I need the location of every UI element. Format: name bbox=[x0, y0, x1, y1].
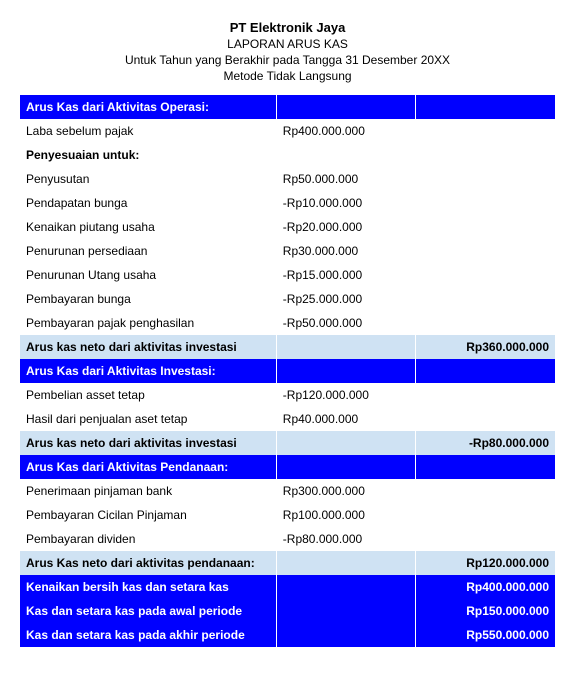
row-label: Arus Kas dari Aktivitas Operasi: bbox=[20, 95, 277, 119]
row-label: Arus Kas dari Aktivitas Pendanaan: bbox=[20, 455, 277, 479]
row-value-1 bbox=[277, 455, 416, 479]
row-value-2 bbox=[416, 503, 555, 527]
row-value-2 bbox=[416, 95, 555, 119]
row-label: Penyusutan bbox=[20, 167, 277, 191]
row-label: Pembayaran Cicilan Pinjaman bbox=[20, 503, 277, 527]
row-value-2: Rp400.000.000 bbox=[416, 575, 555, 599]
row-value-1: Rp400.000.000 bbox=[277, 119, 416, 143]
row-label: Pembayaran pajak penghasilan bbox=[20, 311, 277, 335]
row-value-1: -Rp120.000.000 bbox=[277, 383, 416, 407]
row-label: Arus Kas dari Aktivitas Investasi: bbox=[20, 359, 277, 383]
row-label: Penyesuaian untuk: bbox=[20, 143, 277, 167]
row-label: Arus kas neto dari aktivitas investasi bbox=[20, 431, 277, 455]
row-value-2 bbox=[416, 191, 555, 215]
table-row: Arus Kas dari Aktivitas Operasi: bbox=[20, 95, 555, 119]
table-row: Penerimaan pinjaman bankRp300.000.000 bbox=[20, 479, 555, 503]
table-row: Laba sebelum pajakRp400.000.000 bbox=[20, 119, 555, 143]
row-label: Penurunan Utang usaha bbox=[20, 263, 277, 287]
row-label: Pembelian asset tetap bbox=[20, 383, 277, 407]
row-value-1 bbox=[277, 575, 416, 599]
row-value-1 bbox=[277, 599, 416, 623]
row-label: Pendapatan bunga bbox=[20, 191, 277, 215]
table-row: Arus kas neto dari aktivitas investasi -R… bbox=[20, 431, 555, 455]
table-row: Kas dan setara kas pada akhir periode Rp5… bbox=[20, 623, 555, 647]
row-value-2: Rp120.000.000 bbox=[416, 551, 555, 575]
report-period: Untuk Tahun yang Berakhir pada Tangga 31… bbox=[20, 53, 555, 67]
table-row: Penyesuaian untuk: bbox=[20, 143, 555, 167]
table-row: Pembayaran dividen-Rp80.000.000 bbox=[20, 527, 555, 551]
table-row: Penurunan Utang usaha-Rp15.000.000 bbox=[20, 263, 555, 287]
table-row: Kenaikan piutang usaha-Rp20.000.000 bbox=[20, 215, 555, 239]
row-value-2 bbox=[416, 311, 555, 335]
table-row: PenyusutanRp50.000.000 bbox=[20, 167, 555, 191]
row-label: Kenaikan bersih kas dan setara kas bbox=[20, 575, 277, 599]
row-label: Hasil dari penjualan aset tetap bbox=[20, 407, 277, 431]
table-row: Arus Kas neto dari aktivitas pendanaan: R… bbox=[20, 551, 555, 575]
row-value-2 bbox=[416, 455, 555, 479]
row-value-1: -Rp50.000.000 bbox=[277, 311, 416, 335]
row-label: Pembayaran dividen bbox=[20, 527, 277, 551]
cashflow-table: Arus Kas dari Aktivitas Operasi:Laba seb… bbox=[20, 95, 555, 647]
row-label: Arus Kas neto dari aktivitas pendanaan: bbox=[20, 551, 277, 575]
table-row: Penurunan persediaanRp30.000.000 bbox=[20, 239, 555, 263]
row-value-1: -Rp80.000.000 bbox=[277, 527, 416, 551]
table-row: Arus Kas dari Aktivitas Investasi: bbox=[20, 359, 555, 383]
table-row: Kenaikan bersih kas dan setara kas Rp400.… bbox=[20, 575, 555, 599]
row-value-1 bbox=[277, 335, 416, 359]
row-label: Kenaikan piutang usaha bbox=[20, 215, 277, 239]
table-row: Pembayaran pajak penghasilan-Rp50.000.00… bbox=[20, 311, 555, 335]
table-row: Pembelian asset tetap-Rp120.000.000 bbox=[20, 383, 555, 407]
table-row: Hasil dari penjualan aset tetapRp40.000.… bbox=[20, 407, 555, 431]
company-name: PT Elektronik Jaya bbox=[20, 20, 555, 35]
row-value-1: Rp100.000.000 bbox=[277, 503, 416, 527]
table-row: Pendapatan bunga-Rp10.000.000 bbox=[20, 191, 555, 215]
row-value-2 bbox=[416, 479, 555, 503]
row-value-2: -Rp80.000.000 bbox=[416, 431, 555, 455]
row-value-1: -Rp15.000.000 bbox=[277, 263, 416, 287]
row-label: Kas dan setara kas pada akhir periode bbox=[20, 623, 277, 647]
row-value-2: Rp550.000.000 bbox=[416, 623, 555, 647]
row-value-2 bbox=[416, 287, 555, 311]
row-label: Arus kas neto dari aktivitas investasi bbox=[20, 335, 277, 359]
row-value-2 bbox=[416, 143, 555, 167]
table-row: Arus kas neto dari aktivitas investasi Rp… bbox=[20, 335, 555, 359]
row-value-2 bbox=[416, 167, 555, 191]
row-value-1 bbox=[277, 359, 416, 383]
table-row: Kas dan setara kas pada awal periode Rp15… bbox=[20, 599, 555, 623]
row-value-2 bbox=[416, 383, 555, 407]
table-row: Arus Kas dari Aktivitas Pendanaan: bbox=[20, 455, 555, 479]
row-value-2 bbox=[416, 239, 555, 263]
row-label: Penurunan persediaan bbox=[20, 239, 277, 263]
row-value-1: Rp40.000.000 bbox=[277, 407, 416, 431]
row-value-1 bbox=[277, 551, 416, 575]
row-label: Laba sebelum pajak bbox=[20, 119, 277, 143]
report-header: PT Elektronik Jaya LAPORAN ARUS KAS Untu… bbox=[20, 20, 555, 83]
row-value-1: -Rp25.000.000 bbox=[277, 287, 416, 311]
row-label: Penerimaan pinjaman bank bbox=[20, 479, 277, 503]
row-value-2 bbox=[416, 407, 555, 431]
row-value-1: Rp50.000.000 bbox=[277, 167, 416, 191]
row-value-2 bbox=[416, 527, 555, 551]
row-value-1 bbox=[277, 95, 416, 119]
table-row: Pembayaran Cicilan PinjamanRp100.000.000 bbox=[20, 503, 555, 527]
row-value-1 bbox=[277, 143, 416, 167]
row-value-1: -Rp20.000.000 bbox=[277, 215, 416, 239]
row-value-2 bbox=[416, 263, 555, 287]
row-value-2: Rp150.000.000 bbox=[416, 599, 555, 623]
table-row: Pembayaran bunga-Rp25.000.000 bbox=[20, 287, 555, 311]
row-value-1: -Rp10.000.000 bbox=[277, 191, 416, 215]
report-method: Metode Tidak Langsung bbox=[20, 69, 555, 83]
row-value-2 bbox=[416, 359, 555, 383]
row-value-1 bbox=[277, 431, 416, 455]
row-value-2: Rp360.000.000 bbox=[416, 335, 555, 359]
row-value-1 bbox=[277, 623, 416, 647]
row-label: Pembayaran bunga bbox=[20, 287, 277, 311]
row-value-2 bbox=[416, 215, 555, 239]
row-label: Kas dan setara kas pada awal periode bbox=[20, 599, 277, 623]
row-value-1: Rp300.000.000 bbox=[277, 479, 416, 503]
row-value-2 bbox=[416, 119, 555, 143]
report-title: LAPORAN ARUS KAS bbox=[20, 37, 555, 51]
row-value-1: Rp30.000.000 bbox=[277, 239, 416, 263]
